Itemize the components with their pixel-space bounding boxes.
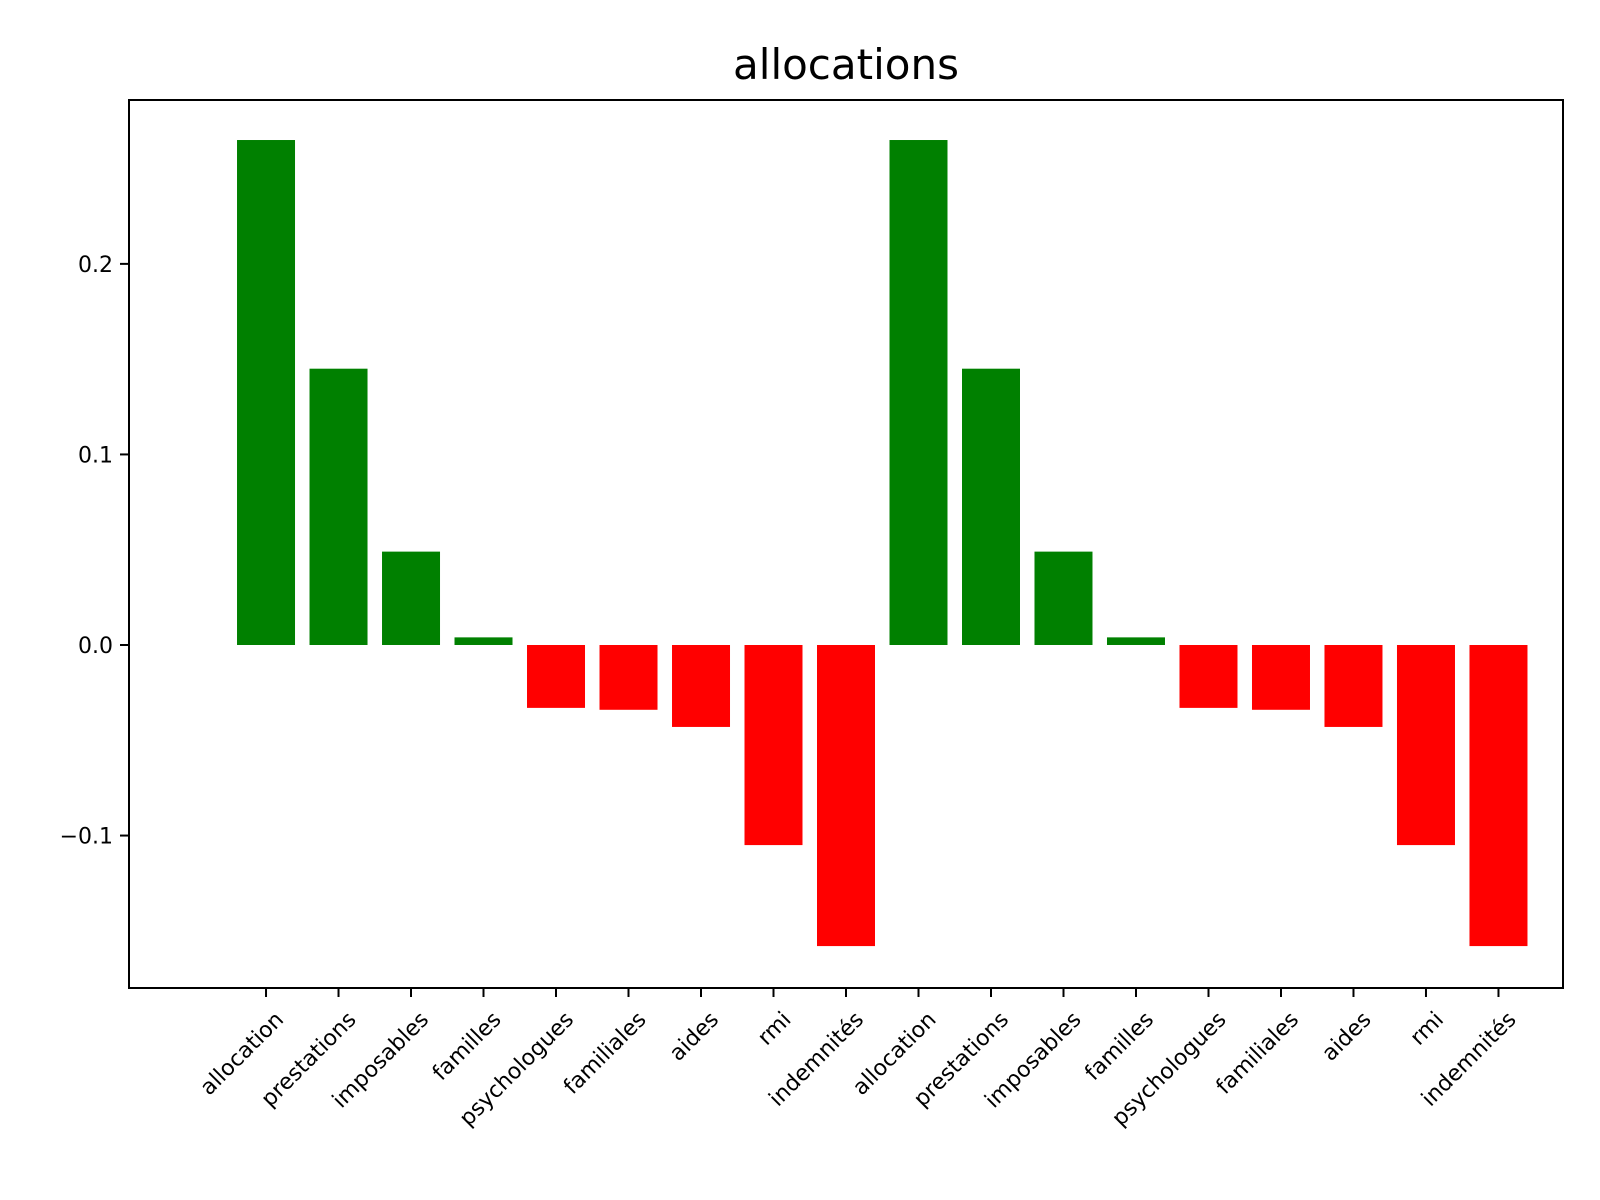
bar-1 [237, 140, 296, 645]
bar-10 [889, 140, 948, 645]
y-tick-label: 0.2 [78, 253, 113, 278]
y-tick-label: 0.1 [78, 443, 113, 468]
bar-13 [1106, 637, 1165, 645]
y-axis: −0.1 0.0 0.1 0.2 [60, 253, 129, 850]
bar-6 [599, 645, 658, 710]
bar-4 [454, 637, 513, 645]
bar-9 [817, 645, 875, 947]
bar-8 [744, 645, 803, 846]
bar-14 [1179, 645, 1238, 708]
bar-12 [1034, 551, 1093, 645]
bar-2 [309, 368, 368, 645]
y-tick-label: 0.0 [78, 634, 113, 659]
bar-15 [1251, 645, 1310, 710]
bars-group [237, 140, 1528, 947]
plot-frame [128, 99, 1564, 989]
chart-title: allocations [733, 40, 959, 89]
bar-3 [382, 551, 441, 645]
bar-18 [1469, 645, 1528, 947]
y-tick-label: −0.1 [60, 825, 113, 850]
bar-5 [527, 645, 586, 708]
bar-16 [1324, 645, 1383, 727]
bar-7 [672, 645, 731, 727]
bar-17 [1396, 645, 1455, 846]
bar-11 [962, 368, 1020, 645]
